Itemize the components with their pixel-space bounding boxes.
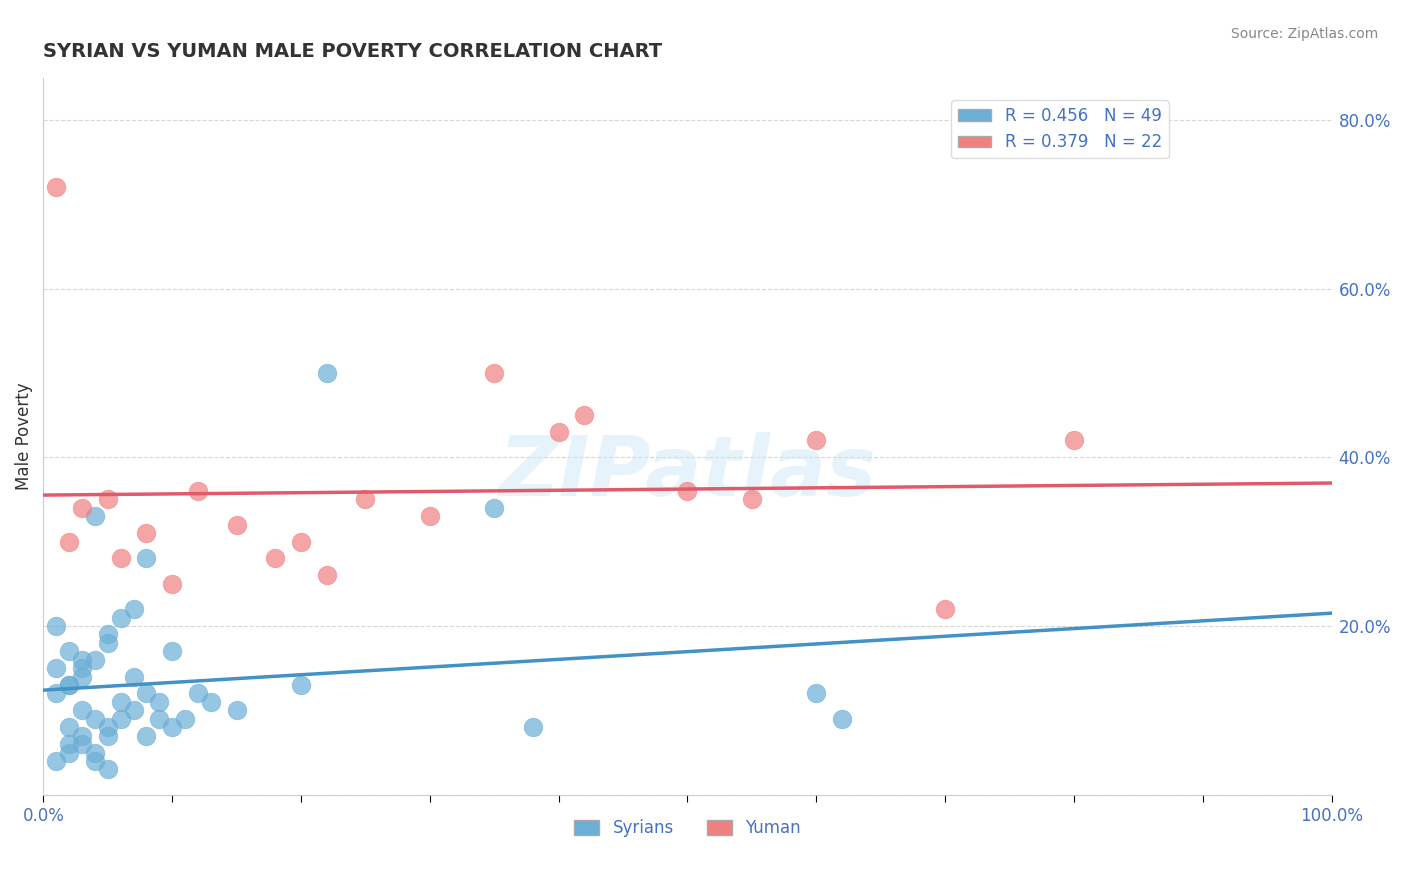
Point — [806, 686, 828, 700]
Point — [58, 720, 80, 734]
Point — [110, 551, 132, 566]
Point — [58, 678, 80, 692]
Point — [484, 500, 506, 515]
Point — [225, 517, 247, 532]
Point — [97, 729, 120, 743]
Point — [148, 712, 170, 726]
Point — [97, 492, 120, 507]
Point — [58, 746, 80, 760]
Point — [110, 695, 132, 709]
Point — [58, 678, 80, 692]
Point — [58, 534, 80, 549]
Point — [97, 636, 120, 650]
Point — [831, 712, 853, 726]
Text: SYRIAN VS YUMAN MALE POVERTY CORRELATION CHART: SYRIAN VS YUMAN MALE POVERTY CORRELATION… — [44, 42, 662, 61]
Point — [97, 627, 120, 641]
Point — [122, 670, 145, 684]
Point — [70, 703, 93, 717]
Point — [110, 610, 132, 624]
Point — [84, 509, 107, 524]
Point — [484, 366, 506, 380]
Point — [135, 686, 157, 700]
Point — [84, 754, 107, 768]
Point — [290, 534, 312, 549]
Point — [45, 686, 67, 700]
Point — [160, 576, 183, 591]
Point — [135, 551, 157, 566]
Legend: Syrians, Yuman: Syrians, Yuman — [568, 813, 807, 844]
Point — [58, 644, 80, 658]
Point — [1063, 434, 1085, 448]
Point — [70, 500, 93, 515]
Point — [200, 695, 222, 709]
Point — [70, 670, 93, 684]
Point — [70, 661, 93, 675]
Point — [84, 746, 107, 760]
Point — [160, 720, 183, 734]
Point — [45, 754, 67, 768]
Point — [290, 678, 312, 692]
Point — [97, 720, 120, 734]
Point — [354, 492, 377, 507]
Point — [84, 712, 107, 726]
Point — [315, 568, 337, 582]
Point — [135, 526, 157, 541]
Point — [45, 619, 67, 633]
Point — [135, 729, 157, 743]
Point — [122, 602, 145, 616]
Point — [187, 686, 209, 700]
Point — [934, 602, 956, 616]
Point — [264, 551, 287, 566]
Point — [148, 695, 170, 709]
Point — [45, 661, 67, 675]
Point — [676, 483, 699, 498]
Point — [522, 720, 544, 734]
Point — [160, 644, 183, 658]
Point — [547, 425, 569, 439]
Point — [741, 492, 763, 507]
Point — [419, 509, 441, 524]
Point — [315, 366, 337, 380]
Point — [45, 180, 67, 194]
Point — [574, 408, 596, 422]
Y-axis label: Male Poverty: Male Poverty — [15, 383, 32, 490]
Point — [225, 703, 247, 717]
Point — [122, 703, 145, 717]
Point — [174, 712, 197, 726]
Point — [806, 434, 828, 448]
Text: Source: ZipAtlas.com: Source: ZipAtlas.com — [1230, 27, 1378, 41]
Point — [70, 729, 93, 743]
Point — [187, 483, 209, 498]
Point — [97, 763, 120, 777]
Point — [84, 653, 107, 667]
Point — [58, 737, 80, 751]
Point — [70, 737, 93, 751]
Point — [110, 712, 132, 726]
Point — [70, 653, 93, 667]
Text: ZIPatlas: ZIPatlas — [499, 432, 876, 513]
